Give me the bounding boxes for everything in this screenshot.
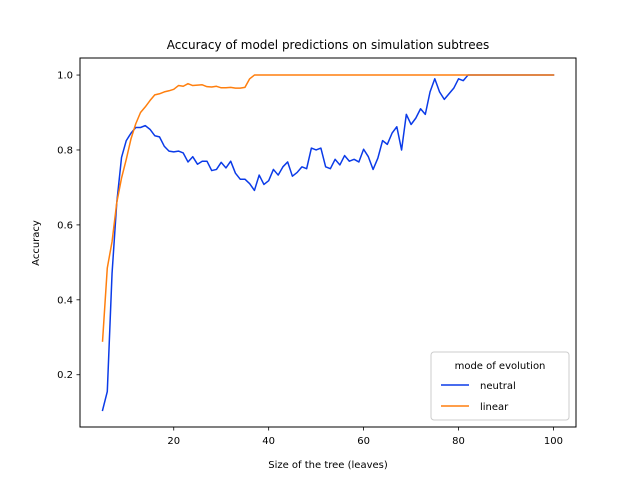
x-tick-label: 20 (167, 436, 180, 447)
x-axis-label: Size of the tree (leaves) (268, 460, 388, 471)
legend: mode of evolution neutral linear (430, 351, 570, 421)
plot-area: 20 40 60 80 100 0.2 0.4 0.6 0.8 1.0 (57, 57, 577, 447)
legend-label-linear: linear (480, 402, 509, 413)
series-line-linear (101, 74, 555, 342)
y-tick-label: 0.6 (57, 220, 73, 231)
y-tick-label: 1.0 (57, 71, 73, 82)
y-axis-label: Accuracy (31, 220, 42, 266)
y-tick-label: 0.2 (57, 370, 73, 381)
y-tick-label: 0.4 (57, 295, 73, 306)
x-axis: 20 40 60 80 100 (167, 427, 563, 447)
x-tick-label: 100 (544, 436, 563, 447)
y-axis: 0.2 0.4 0.6 0.8 1.0 (57, 71, 80, 381)
y-tick-label: 0.8 (57, 145, 73, 156)
legend-box (430, 351, 570, 421)
axes-frame (79, 57, 577, 428)
chart-title: Accuracy of model predictions on simulat… (167, 38, 489, 52)
series-layer (101, 74, 555, 412)
x-tick-label: 80 (452, 436, 465, 447)
legend-title: mode of evolution (455, 361, 546, 372)
x-tick-label: 40 (262, 436, 275, 447)
legend-label-neutral: neutral (480, 381, 516, 392)
x-tick-label: 60 (357, 436, 370, 447)
